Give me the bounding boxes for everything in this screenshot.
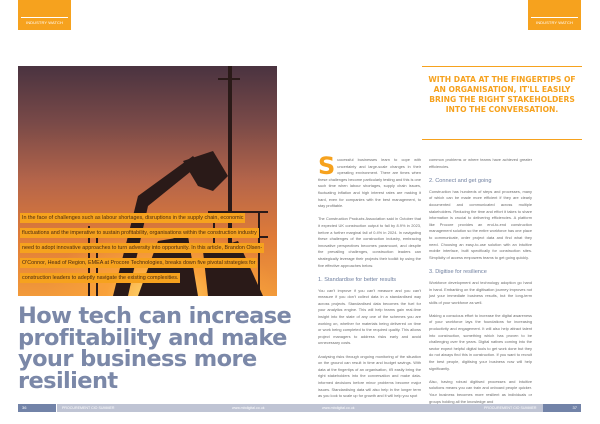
- intro-text: In the face of challenges such as labour…: [20, 213, 265, 283]
- paragraph: Making a conscious effort to increase th…: [429, 312, 532, 371]
- paragraph: Workforce development and technology ado…: [429, 279, 532, 305]
- paragraph: common problems or where teams have achi…: [429, 157, 532, 169]
- paragraph: You can't improve if you can't measure a…: [318, 287, 421, 346]
- page-number-text: 36: [22, 405, 27, 410]
- footer-publication-left: PROCUREMENT CIO SUMMER: [62, 406, 115, 410]
- footer-website-left: www.mbdigital.co.uk: [232, 406, 265, 410]
- section-tag-label: INDUSTRY WATCH: [535, 20, 574, 25]
- paragraph: uccessful businesses learn to cope with …: [318, 157, 421, 209]
- paragraph: Also, having robust digitised processes …: [429, 378, 532, 404]
- page-number-left: 36: [18, 404, 56, 412]
- footer-bar-left: [57, 404, 300, 412]
- paragraph: Construction has hundreds of steps and p…: [429, 188, 532, 260]
- tag-rule: [531, 17, 578, 18]
- subheading: 3. Digitise for resilience: [429, 268, 487, 275]
- pull-quote: With data at the fingertips of an organi…: [422, 66, 582, 140]
- section-tag-right: INDUSTRY WATCH: [528, 0, 581, 30]
- pull-quote-text: With data at the fingertips of an organi…: [428, 75, 576, 114]
- section-tag-left: INDUSTRY WATCH: [18, 0, 71, 30]
- section-tag-label: INDUSTRY WATCH: [25, 20, 64, 25]
- paragraph: Analysing risks through ongoing monitori…: [318, 353, 421, 399]
- footer-bar-right: [300, 404, 543, 412]
- page-number-right: 37: [543, 404, 581, 412]
- subheading: 2. Connect and get going: [429, 177, 492, 184]
- paragraph: The Construction Products Association sa…: [318, 216, 421, 268]
- subheading: 1. Standardise for better results: [318, 276, 397, 283]
- page-number-text: 37: [572, 405, 577, 410]
- footer-publication-right: PROCUREMENT CIO SUMMER: [484, 406, 537, 410]
- article-headline: How tech can increase profitability and …: [18, 303, 292, 394]
- body-column-2: common problems or where teams have achi…: [429, 157, 532, 412]
- drop-cap: S: [318, 152, 336, 180]
- footer-website-right: www.mbdigital.co.uk: [322, 406, 355, 410]
- tag-rule: [21, 17, 68, 18]
- intro-standfirst: In the face of challenges such as labour…: [20, 211, 270, 286]
